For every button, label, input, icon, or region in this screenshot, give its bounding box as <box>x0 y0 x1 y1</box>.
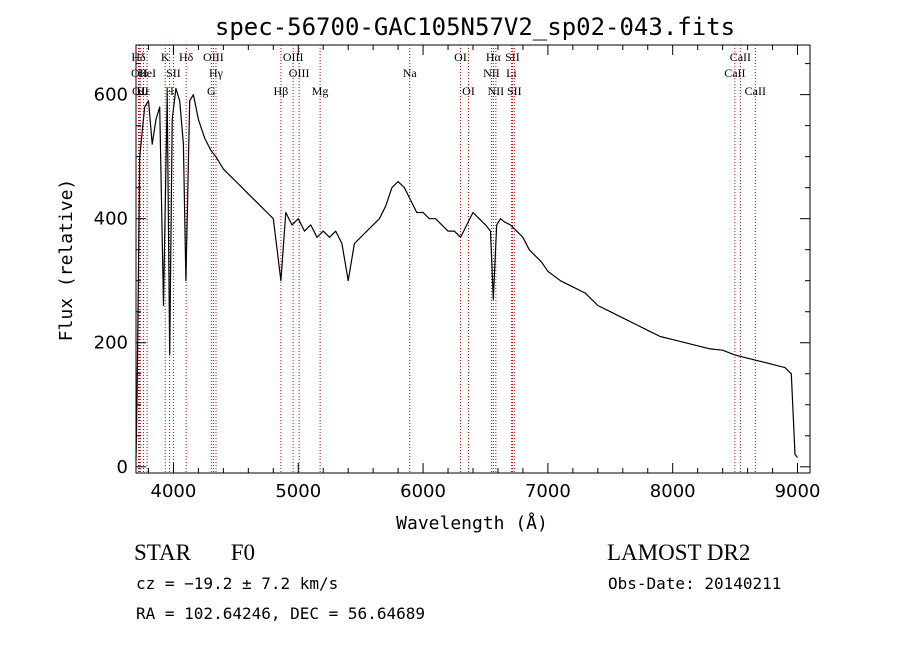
x-tick-label: 4000 <box>151 481 197 502</box>
spectral-line-label: Hδ <box>179 50 194 64</box>
spectral-line-label: SII <box>505 50 520 64</box>
spectral-line-label: Hγ <box>209 66 224 80</box>
x-axis-label: Wavelength (Å) <box>396 512 548 534</box>
spectral-line-label: OIII <box>283 50 304 64</box>
spectral-line-label: CaII <box>745 84 766 98</box>
y-tick-label: 0 <box>117 457 128 478</box>
object-subclass: F0 <box>230 540 255 565</box>
observation-date: Obs-Date: 20140211 <box>608 574 782 593</box>
spectral-line-label: Na <box>403 66 418 80</box>
spectral-line-label: CaII <box>724 66 745 80</box>
coordinates-readout: RA = 102.64246, DEC = 56.64689 <box>136 604 425 623</box>
velocity-readout: cz = −19.2 ± 7.2 km/s <box>136 574 339 593</box>
spectral-line-label: OIII <box>203 50 224 64</box>
spectral-line-label: Hε <box>137 84 151 98</box>
spectral-line-label: Hα <box>486 50 502 64</box>
object-type: STAR <box>134 540 191 565</box>
spectral-line-label: CaII <box>730 50 751 64</box>
spectral-line-label: SII <box>166 66 181 80</box>
y-tick-label: 600 <box>94 85 128 106</box>
x-tick-label: 5000 <box>275 481 321 502</box>
spectral-line-label: NII <box>488 84 505 98</box>
axis-ticks: 4000 5000 6000 7000 8000 9000 0 200 400 600 <box>94 45 821 502</box>
survey-name: LAMOST DR2 <box>607 540 751 565</box>
spectral-line-label: HeI <box>138 66 156 80</box>
spectral-line-label: K <box>161 50 170 64</box>
spectral-line-label: Hβ <box>274 84 289 98</box>
chart-title: spec-56700-GAC105N57V2_sp02-043.fits <box>215 13 735 41</box>
spectral-line-label: Hδ <box>131 50 146 64</box>
x-tick-label: 9000 <box>775 481 821 502</box>
y-axis-label: Flux (relative) <box>56 179 77 342</box>
y-tick-label: 200 <box>94 333 128 354</box>
spectral-line-label: OIII <box>289 66 310 80</box>
spectral-line-label: G <box>207 84 216 98</box>
spectrum-series <box>135 87 798 461</box>
x-tick-label: 7000 <box>525 481 571 502</box>
spectrum-line <box>135 87 798 461</box>
x-tick-label: 6000 <box>400 481 446 502</box>
spectral-line-label: OI <box>462 84 475 98</box>
x-tick-label: 8000 <box>650 481 696 502</box>
y-tick-label: 400 <box>94 209 128 230</box>
spectral-line-label: H <box>165 84 174 98</box>
spectral-line-label: OI <box>454 50 467 64</box>
spectral-line-label: SII <box>507 84 522 98</box>
plot-frame <box>135 44 811 474</box>
spectral-line-label: Li <box>506 66 517 80</box>
spectral-line-label: Mg <box>312 84 329 98</box>
spectral-line-label: NII <box>483 66 500 80</box>
